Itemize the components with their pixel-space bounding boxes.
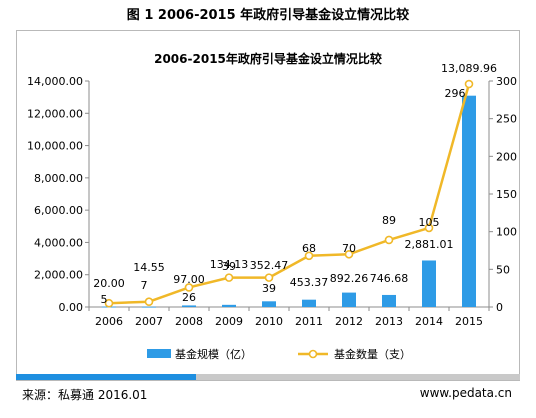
bars-layer bbox=[102, 95, 476, 308]
bar bbox=[342, 292, 356, 307]
count-marker bbox=[384, 235, 394, 245]
footer-bar-accent bbox=[16, 374, 196, 380]
chart-frame bbox=[16, 30, 520, 381]
x-tick-label: 2013 bbox=[375, 315, 403, 328]
count-marker bbox=[464, 79, 474, 89]
bar bbox=[182, 305, 196, 307]
bar-value-label: 2,881.01 bbox=[405, 238, 454, 251]
source-note: 来源：私募通 2016.01 bbox=[22, 388, 148, 402]
line-value-label: 39 bbox=[222, 260, 236, 273]
y-left-tick-label: 4,000.00 bbox=[34, 236, 83, 249]
bar-value-label: 97.00 bbox=[173, 273, 205, 286]
count-line bbox=[108, 83, 471, 305]
line-value-label: 89 bbox=[382, 214, 396, 227]
y-left-tick-label: 14,000.00 bbox=[27, 75, 83, 88]
bar-value-label: 134.13 bbox=[210, 258, 249, 271]
y-left-tick-label: 10,000.00 bbox=[27, 140, 83, 153]
y-left-tick-label: 8,000.00 bbox=[34, 172, 83, 185]
y-right-tick-label: 0 bbox=[496, 301, 503, 314]
footer-bar bbox=[16, 374, 520, 380]
line-value-label: 26 bbox=[182, 291, 196, 304]
y-right-tick-label: 50 bbox=[496, 263, 510, 276]
x-tick-label: 2014 bbox=[415, 315, 443, 328]
count-marker bbox=[224, 273, 234, 282]
x-tick-label: 2010 bbox=[255, 315, 283, 328]
legend-line-label: 基金数量（支） bbox=[334, 347, 411, 361]
bar bbox=[422, 260, 436, 307]
legend: 基金规模（亿） 基金数量（支） bbox=[147, 347, 411, 361]
bar-value-label: 13,089.96 bbox=[441, 62, 497, 75]
x-tick-label: 2015 bbox=[455, 315, 483, 328]
figure-title: 图 1 2006-2015 年政府引导基金设立情况比较 bbox=[126, 8, 410, 23]
legend-bar-swatch bbox=[147, 349, 171, 358]
bar-value-label: 453.37 bbox=[290, 276, 329, 289]
x-tick-label: 2012 bbox=[335, 315, 363, 328]
legend-line-marker bbox=[308, 349, 318, 359]
bar bbox=[462, 95, 476, 307]
line-value-label: 105 bbox=[419, 216, 440, 229]
count-marker bbox=[304, 251, 314, 261]
line-value-label: 5 bbox=[101, 293, 108, 306]
line-value-label: 39 bbox=[262, 282, 276, 295]
chart-title: 2006-2015年政府引导基金设立情况比较 bbox=[154, 51, 382, 66]
count-marker bbox=[344, 249, 354, 259]
y-left-tick-label: 2,000.00 bbox=[34, 269, 83, 282]
y-left-tick-label: 0.00 bbox=[59, 301, 84, 314]
line-layer bbox=[104, 79, 474, 308]
y-left-tick-label: 12,000.00 bbox=[27, 107, 83, 120]
count-marker bbox=[104, 298, 114, 308]
count-marker bbox=[184, 283, 194, 292]
bar bbox=[382, 294, 396, 307]
x-tick-label: 2008 bbox=[175, 315, 203, 328]
count-marker bbox=[144, 297, 154, 307]
bar-value-label: 892.26 bbox=[330, 272, 369, 285]
bar bbox=[142, 306, 156, 308]
y-right-tick-label: 100 bbox=[496, 226, 517, 239]
bar-value-label: 20.00 bbox=[93, 277, 125, 290]
line-value-label: 296 bbox=[445, 87, 466, 100]
x-tick-label: 2011 bbox=[295, 315, 323, 328]
count-marker bbox=[264, 273, 274, 282]
bar bbox=[302, 299, 316, 307]
x-tick-label: 2006 bbox=[95, 315, 123, 328]
bar bbox=[262, 301, 276, 307]
y-left-tick-label: 6,000.00 bbox=[34, 204, 83, 217]
y-right-tick-label: 250 bbox=[496, 113, 517, 126]
website-link[interactable]: www.pedata.cn bbox=[419, 386, 512, 400]
bar-value-label: 352.47 bbox=[250, 259, 289, 272]
legend-bar-label: 基金规模（亿） bbox=[175, 347, 252, 361]
bar-value-label: 746.68 bbox=[370, 272, 409, 285]
x-tick-label: 2009 bbox=[215, 315, 243, 328]
y-right-tick-label: 150 bbox=[496, 188, 517, 201]
bar bbox=[222, 304, 236, 307]
y-right-tick-label: 200 bbox=[496, 150, 517, 163]
count-marker bbox=[424, 223, 434, 233]
footer-bar-track bbox=[16, 374, 520, 380]
x-tick-label: 2007 bbox=[135, 315, 163, 328]
bar-value-label: 14.55 bbox=[133, 261, 165, 274]
line-value-label: 68 bbox=[302, 242, 316, 255]
y-right-tick-label: 300 bbox=[496, 75, 517, 88]
line-value-label: 70 bbox=[342, 242, 356, 255]
line-value-label: 7 bbox=[141, 279, 148, 292]
